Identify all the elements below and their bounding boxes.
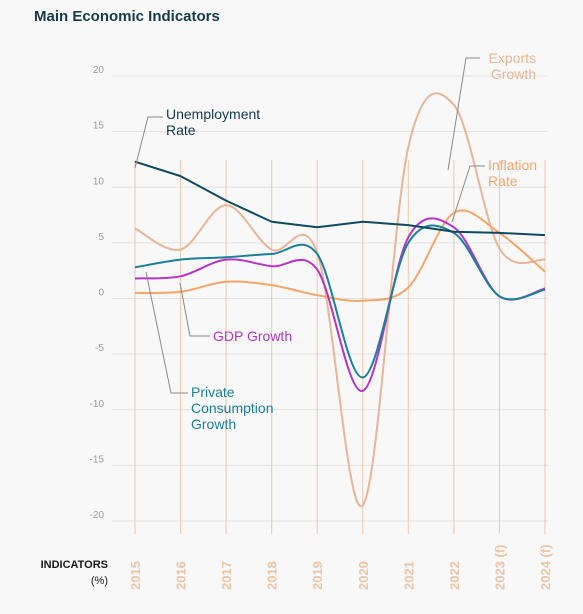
- series-label: Growth: [491, 66, 536, 82]
- label-leader-line: [134, 116, 163, 169]
- gridlines: [112, 75, 548, 522]
- series-label: Rate: [488, 173, 518, 189]
- series-line-gdp-growth: [134, 217, 546, 392]
- series-label: Rate: [166, 122, 196, 138]
- series-label: GDP Growth: [213, 328, 292, 344]
- y-tick-label: -20: [90, 510, 105, 521]
- x-tick-label: 2021: [401, 561, 416, 590]
- y-tick-label: 20: [93, 65, 105, 76]
- label-leader-line: [451, 165, 485, 223]
- chart-title: Main Economic Indicators: [34, 8, 220, 25]
- series-lines: [134, 92, 546, 508]
- x-tick-label: 2018: [265, 561, 280, 590]
- label-leader-line: [145, 271, 188, 394]
- series-label: Inflation: [488, 157, 537, 173]
- series-line-unemployment-rate: [134, 160, 546, 237]
- indicators-label: INDICATORS: [40, 559, 108, 571]
- unit-label: (%): [90, 575, 108, 587]
- series-label: Growth: [191, 416, 236, 432]
- series-label: Private: [191, 384, 235, 400]
- series-label: Unemployment: [166, 106, 260, 122]
- series-label: Exports: [489, 50, 536, 66]
- y-tick-label: -10: [90, 399, 105, 410]
- series-line-inflation-rate: [134, 209, 546, 302]
- x-tick-label: 2017: [219, 561, 234, 590]
- y-tick-label: -15: [90, 454, 105, 465]
- x-tick-labels: 2015 2016 2017 2018 2019 2020 2021 2022 2023 (f)…: [128, 544, 553, 590]
- x-tick-label: 2019: [310, 561, 325, 590]
- y-tick-labels: 20 15 10 5 0 -5 -10 -15 -20: [90, 65, 105, 521]
- x-tick-label: 2024 (f): [538, 544, 553, 590]
- x-tick-label: 2016: [174, 561, 189, 590]
- x-tick-label: 2015: [128, 561, 143, 590]
- x-tick-label: 2022: [447, 561, 462, 590]
- series-label: Consumption: [191, 400, 274, 416]
- y-tick-label: 10: [93, 176, 105, 187]
- series-line-private-consumption-growth: [134, 224, 546, 379]
- y-tick-label: 15: [93, 121, 105, 132]
- label-leader-line: [447, 57, 480, 171]
- y-tick-label: -5: [95, 343, 104, 354]
- series-line-exports-growth: [134, 92, 546, 508]
- y-tick-label: 0: [98, 288, 104, 299]
- y-tick-label: 5: [98, 232, 104, 243]
- year-lines: [134, 160, 546, 534]
- series-labels: UnemploymentRateExportsGrowthInflationRa…: [134, 50, 537, 432]
- label-leader-line: [179, 282, 210, 337]
- x-tick-label: 2023 (f): [492, 544, 507, 590]
- x-tick-label: 2020: [356, 561, 371, 590]
